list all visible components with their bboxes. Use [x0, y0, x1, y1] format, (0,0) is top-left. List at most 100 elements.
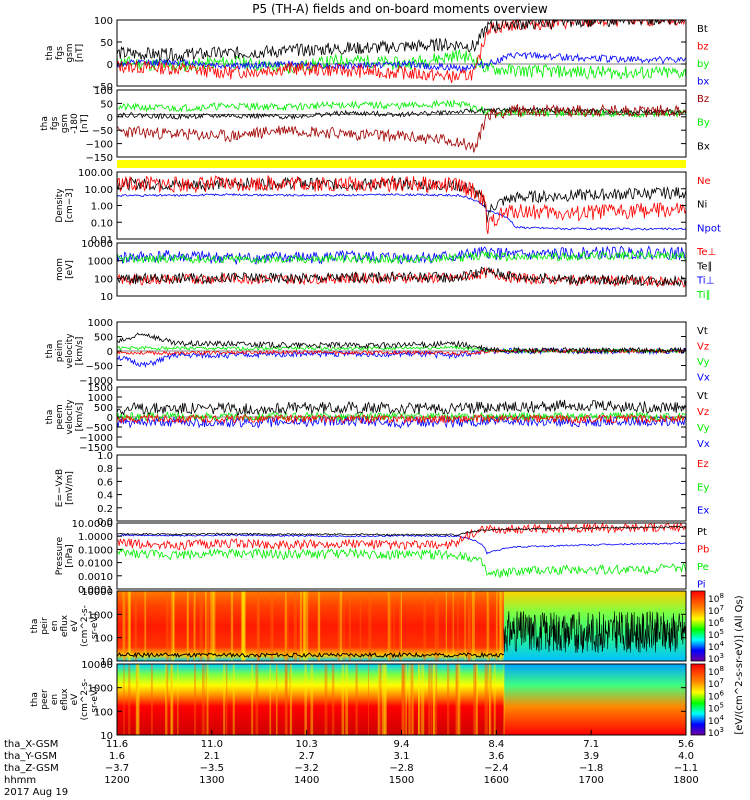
y-axis-label: [km/s] — [75, 403, 85, 432]
x-tick-label-hhmm: 1300 — [199, 775, 224, 786]
spectrogram-streak — [193, 591, 195, 661]
series-line-blue — [116, 415, 687, 429]
x-tick-label-hhmm: 1700 — [578, 775, 603, 786]
y-tick-label: 100 — [94, 16, 113, 27]
spectrogram-streak — [285, 664, 288, 735]
spectrogram-streak — [135, 664, 138, 735]
time-axis-row-label: tha_Y-GSM — [4, 751, 57, 762]
spectrogram-streak — [166, 591, 169, 661]
colorbar-tick-label: 103 — [708, 726, 724, 739]
spectrogram-streak — [310, 664, 314, 735]
y-tick-label: −1000 — [79, 433, 113, 444]
legend-Ex: Ex — [697, 506, 709, 517]
spectrogram-streak — [270, 591, 273, 661]
spectrogram-streak — [241, 591, 243, 661]
panel-peir_eflux: 10000 1000 100 10 tha peir en eflux eV (cm^2-s-sr… — [30, 587, 687, 668]
x-tick-label-z: −1.1 — [674, 763, 698, 774]
spectrogram-streak — [177, 664, 179, 735]
colorbar-tick-label: 104 — [708, 640, 724, 653]
y-tick-label: 1000 — [88, 684, 113, 695]
y-axis-label: [km/s] — [75, 337, 85, 366]
spectrogram-streak — [485, 664, 489, 735]
y-axis-label: [nT] — [75, 44, 85, 62]
x-tick-label-y: 3.9 — [583, 751, 599, 762]
y-axis-label: (cm^2-s- — [80, 605, 90, 647]
series-line-blue — [116, 193, 687, 231]
spectrogram-streak — [171, 591, 175, 661]
x-tick-label-hhmm: 1600 — [484, 775, 509, 786]
y-tick-label: 1500 — [88, 383, 113, 394]
spectrogram-streak — [496, 591, 498, 661]
x-tick-label-z: −2.8 — [389, 763, 413, 774]
spectrogram-streak — [457, 591, 459, 661]
spectrogram-streak — [402, 664, 404, 735]
legend-Npot: Npot — [697, 223, 721, 234]
series-line-red — [116, 266, 687, 288]
spectrogram-streak — [128, 664, 131, 735]
x-tick-label-x: 8.4 — [488, 739, 504, 750]
series-line-black — [116, 266, 687, 287]
colorbar-tick-label: 106 — [708, 689, 724, 702]
panel-frame — [116, 454, 687, 522]
y-axis-label: peem — [55, 404, 65, 430]
spectrogram-streak — [341, 664, 345, 735]
spectrogram-trace — [116, 651, 505, 659]
spectrogram-streak — [127, 591, 131, 661]
y-axis-label: gsm — [65, 43, 75, 62]
spectrogram-streak — [137, 664, 140, 735]
colorbar-tick-label: 106 — [708, 616, 724, 629]
chart-title: P5 (TH-A) fields and on-board moments ov… — [252, 2, 548, 16]
x-tick-label-x: 11.0 — [201, 739, 223, 750]
y-tick-label: 10000 — [81, 587, 113, 598]
spectrogram-streak — [243, 591, 245, 661]
spectrogram-streak — [377, 664, 380, 735]
y-tick-label: 100.00 — [78, 168, 113, 179]
y-tick-label: −1500 — [79, 443, 113, 454]
colorbar-tick-label: 107 — [708, 677, 724, 690]
spectrogram-streak — [304, 664, 307, 735]
spectrogram-streak — [428, 664, 431, 735]
y-tick-label: 0 — [107, 347, 113, 358]
spectrogram-streak — [464, 591, 466, 661]
legend-Pi: Pi — [697, 580, 706, 591]
colorbar-tick-label: 105 — [708, 702, 724, 715]
spectrogram-streak — [452, 591, 454, 661]
spectrogram-streak — [471, 591, 475, 661]
spectrogram-streak — [300, 591, 303, 661]
spectrogram-streak — [165, 664, 169, 735]
spectrogram-streak — [242, 591, 246, 661]
legend-Bx: Bx — [697, 141, 710, 152]
y-tick-label: 0 — [107, 113, 113, 124]
y-axis-label: en — [50, 620, 60, 631]
y-axis-label: tha — [30, 692, 40, 707]
panel-frame — [116, 590, 687, 662]
x-tick-label-y: 2.1 — [204, 751, 220, 762]
spectrogram-streak — [417, 664, 421, 735]
y-axis-label: tha — [45, 46, 55, 61]
spectrogram-streak — [223, 664, 226, 735]
y-axis-label: [nPa] — [65, 544, 75, 567]
x-tick-label-x: 5.6 — [678, 739, 694, 750]
spectrogram-streak — [473, 664, 476, 735]
y-axis-label: eflux — [60, 688, 70, 711]
spectrogram-streak — [207, 591, 210, 661]
y-tick-label: 1000 — [88, 318, 113, 329]
spectrogram-streak — [468, 591, 472, 661]
x-tick-label-hhmm: 1400 — [294, 775, 319, 786]
spectrogram-streak — [433, 664, 435, 735]
panel-frame — [116, 171, 687, 240]
spectrogram-streak — [144, 591, 147, 661]
spectrogram-streak — [299, 591, 301, 661]
spectrogram-streak — [213, 591, 216, 661]
y-tick-label: 1.0000 — [78, 532, 113, 543]
x-tick-label-x: 10.3 — [296, 739, 318, 750]
spectrogram-streak — [257, 591, 260, 661]
y-tick-label: 10000 — [81, 239, 113, 250]
x-tick-label-y: 4.0 — [678, 751, 694, 762]
y-axis-label: tha — [30, 619, 40, 634]
y-tick-label: −100 — [86, 140, 113, 151]
y-axis-label: peir — [40, 617, 50, 635]
x-tick-label-z: −3.7 — [105, 763, 129, 774]
colorbar: [eV/(cm^2-s-sr-eV)] (All Qs) — [690, 590, 745, 736]
legend-Ni: Ni — [697, 200, 707, 211]
